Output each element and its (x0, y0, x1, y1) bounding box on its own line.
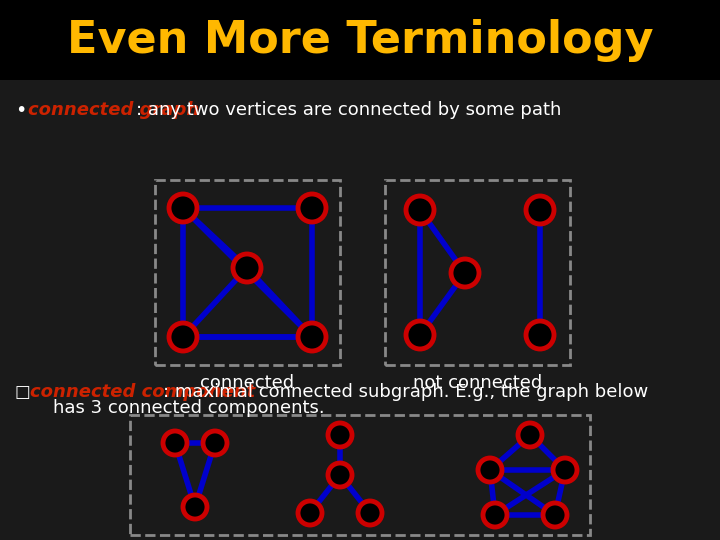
Circle shape (451, 259, 479, 287)
Circle shape (298, 323, 326, 351)
Text: connected graph: connected graph (28, 101, 199, 119)
Text: connected: connected (200, 374, 294, 392)
Text: □: □ (15, 383, 31, 401)
Text: connected component: connected component (30, 383, 256, 401)
FancyBboxPatch shape (0, 0, 720, 80)
Circle shape (203, 431, 227, 455)
Circle shape (163, 431, 187, 455)
Circle shape (478, 458, 502, 482)
Text: : any two vertices are connected by some path: : any two vertices are connected by some… (136, 101, 562, 119)
Circle shape (183, 495, 207, 519)
Circle shape (358, 501, 382, 525)
Circle shape (169, 323, 197, 351)
Text: not connected: not connected (413, 374, 542, 392)
Circle shape (483, 503, 507, 527)
Text: Even More Terminology: Even More Terminology (67, 18, 653, 62)
Circle shape (169, 194, 197, 222)
Circle shape (526, 321, 554, 349)
FancyBboxPatch shape (0, 80, 720, 540)
Circle shape (298, 501, 322, 525)
Circle shape (518, 423, 542, 447)
Circle shape (543, 503, 567, 527)
Circle shape (298, 194, 326, 222)
Circle shape (406, 196, 434, 224)
Text: •: • (15, 100, 27, 119)
Circle shape (526, 196, 554, 224)
Circle shape (328, 423, 352, 447)
Circle shape (328, 463, 352, 487)
Text: : maximal connected subgraph. E.g., the graph below: : maximal connected subgraph. E.g., the … (163, 383, 648, 401)
Circle shape (553, 458, 577, 482)
Circle shape (233, 254, 261, 282)
Circle shape (406, 321, 434, 349)
Text: has 3 connected components.: has 3 connected components. (30, 399, 325, 417)
